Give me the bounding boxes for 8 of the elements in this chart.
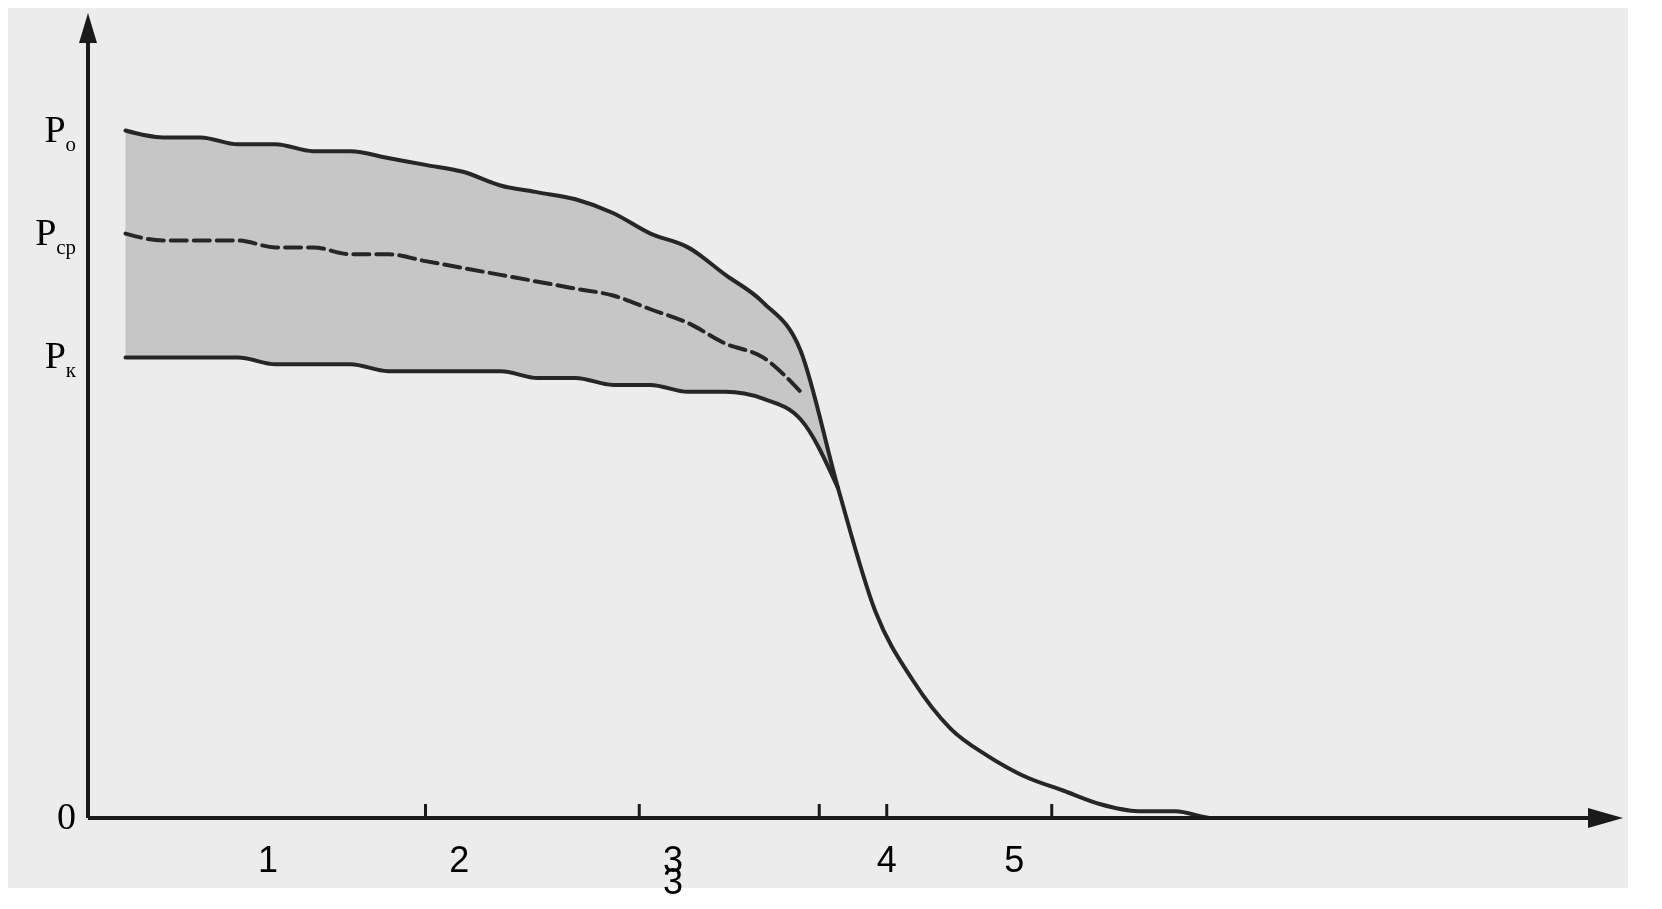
text: 5 [1003, 839, 1026, 880]
text: 0 [57, 794, 76, 838]
text: 1 [257, 839, 279, 880]
text: 4 [875, 839, 898, 880]
text: 2 [448, 839, 471, 880]
text: P$_{о}$ [44, 106, 76, 158]
text: P$_{к}$ [44, 333, 76, 384]
text: P$_{ср}$ [35, 209, 76, 261]
